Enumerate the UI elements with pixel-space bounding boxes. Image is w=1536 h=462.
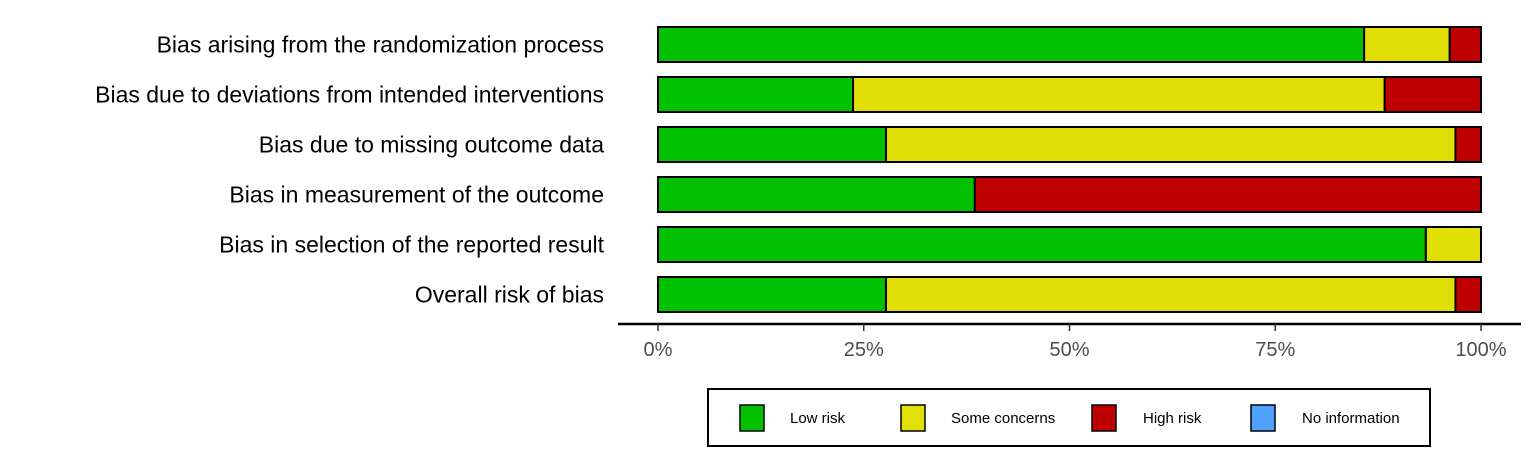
bar-segment-high-risk-row-4 [973, 176, 1482, 213]
legend-label: High risk [1143, 410, 1202, 427]
bar-segment-some-concerns-row-5 [1424, 226, 1483, 263]
category-label: Bias in selection of the reported result [219, 232, 604, 258]
bar-segment-low-risk-row-2 [657, 76, 855, 113]
bar-segment-high-risk-row-1 [1448, 26, 1482, 63]
bar-segment-some-concerns-row-2 [852, 76, 1386, 113]
x-tick-label: 0% [644, 339, 673, 361]
bar-segment-low-risk-row-5 [657, 226, 1427, 263]
legend-label: Low risk [790, 410, 846, 427]
bar-segment-some-concerns-row-1 [1363, 26, 1451, 63]
legend-label: Some concerns [951, 410, 1055, 427]
legend-key-no-information [1250, 404, 1276, 432]
bar-segment-high-risk-row-3 [1454, 126, 1483, 163]
bar-segment-low-risk-row-6 [657, 276, 887, 313]
category-label: Bias arising from the randomization proc… [157, 32, 604, 58]
bar-segment-high-risk-row-2 [1383, 76, 1482, 113]
legend-key-low-risk [739, 404, 765, 432]
legend: Low risk Some concerns High risk No informa… [707, 388, 1431, 447]
bars-layer [657, 26, 1483, 313]
category-label: Bias due to deviations from intended int… [95, 82, 604, 108]
category-label: Bias in measurement of the outcome [229, 182, 604, 208]
x-tick-label: 75% [1255, 339, 1295, 361]
x-tick-label: 50% [1049, 339, 1089, 361]
bar-segment-low-risk-row-1 [657, 26, 1366, 63]
x-axis: 0% 25% 50% 75% 100% [618, 322, 1521, 361]
category-label: Bias due to missing outcome data [259, 132, 604, 158]
legend-key-high-risk [1091, 404, 1117, 432]
x-tick-label: 100% [1455, 339, 1506, 361]
bar-segment-low-risk-row-4 [657, 176, 976, 213]
bar-segment-some-concerns-row-6 [884, 276, 1457, 313]
bar-segment-low-risk-row-3 [657, 126, 887, 163]
category-labels: Bias arising from the randomization proc… [95, 32, 604, 308]
x-tick-label: 25% [844, 339, 884, 361]
legend-label: No information [1302, 410, 1400, 427]
legend-box [707, 388, 1431, 447]
bar-segment-some-concerns-row-3 [884, 126, 1457, 163]
category-label: Overall risk of bias [415, 282, 604, 308]
legend-key-some-concerns [900, 404, 926, 432]
bar-segment-high-risk-row-6 [1454, 276, 1483, 313]
